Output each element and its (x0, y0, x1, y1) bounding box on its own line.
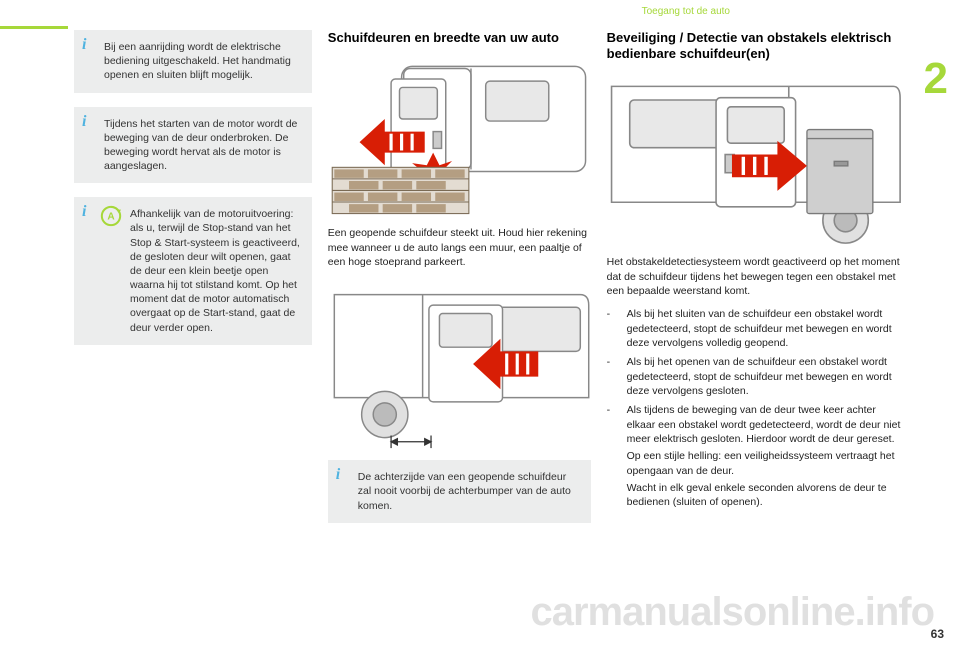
accent-bar (0, 26, 68, 29)
infobox-text: De achterzijde van een geopende schuifde… (358, 471, 571, 511)
info-icon: i (336, 468, 350, 482)
breadcrumb: Toegang tot de auto (642, 6, 730, 17)
chapter-number: 2 (924, 54, 948, 104)
infobox-rear-bumper: i De achterzijde van een geopende schuif… (328, 460, 591, 523)
figure-door-width (328, 282, 591, 450)
infobox-text: Afhankelijk van de motoruitvoering: als … (130, 208, 300, 333)
info-icon: i (82, 115, 96, 129)
page-number: 63 (931, 627, 944, 641)
paragraph-obstacle: Het obstakeldetectiesysteem wordt geacti… (607, 255, 902, 299)
page-content: i Bij een aanrijding wordt de elektrisch… (74, 30, 902, 619)
column-middle: Schuifdeuren en breedte van uw auto (328, 30, 591, 619)
info-icon: i (82, 205, 96, 219)
tail-line: Op een stijle helling: een veiligheidssy… (627, 449, 902, 478)
infobox-collision: i Bij een aanrijding wordt de elektrisch… (74, 30, 312, 93)
svg-text:A: A (107, 212, 115, 223)
list-item: Als bij het sluiten van de schuifdeur ee… (607, 307, 902, 351)
infobox-stop-start: i A Afhankelijk van de motoruitvoering: … (74, 197, 312, 345)
bullet-list: Als bij het sluiten van de schuifdeur ee… (607, 307, 902, 514)
infobox-text: Tijdens het starten van de motor wordt d… (104, 118, 297, 173)
column-left: i Bij een aanrijding wordt de elektrisch… (74, 30, 312, 619)
heading-obstacle: Beveiliging / Detectie van obstakels ele… (607, 30, 902, 63)
figure-obstacle-detection (607, 75, 902, 245)
infobox-engine-start: i Tijdens het starten van de motor wordt… (74, 107, 312, 184)
paragraph-width: Een geopende schuifdeur steekt uit. Houd… (328, 226, 591, 270)
tail-line: Wacht in elk geval enkele seconden alvor… (627, 481, 902, 510)
figure-wall-collision (328, 58, 591, 216)
info-icon: i (82, 38, 96, 52)
infobox-text: Bij een aanrijding wordt de elektrische … (104, 41, 291, 81)
column-right: Beveiliging / Detectie van obstakels ele… (607, 30, 902, 619)
list-item: Als bij het openen van de schuifdeur een… (607, 355, 902, 399)
stop-start-badge-icon: A (100, 205, 122, 227)
list-item: Als tijdens de beweging van de deur twee… (607, 403, 902, 510)
heading-width: Schuifdeuren en breedte van uw auto (328, 30, 591, 46)
